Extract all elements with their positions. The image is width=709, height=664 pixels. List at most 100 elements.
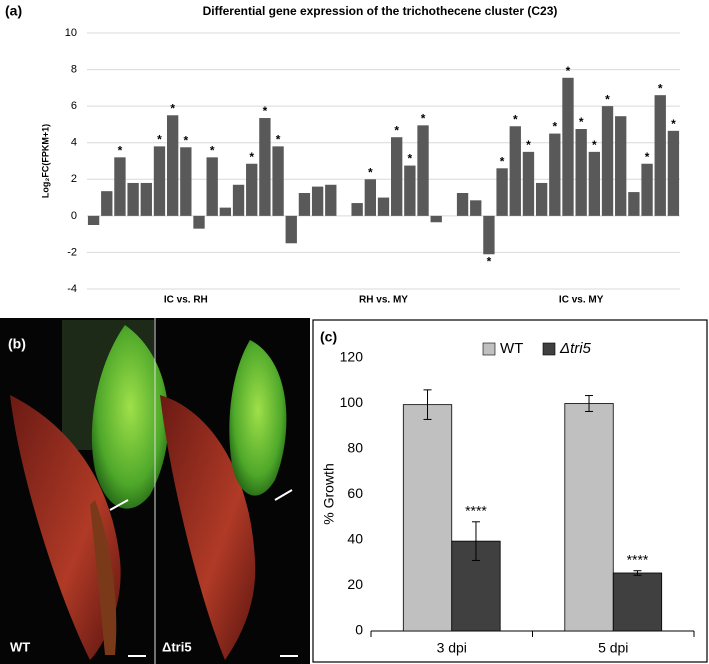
significance-mark: * bbox=[605, 92, 610, 106]
bar bbox=[206, 157, 218, 216]
significance-mark: * bbox=[263, 104, 268, 118]
significance-mark: * bbox=[645, 150, 650, 164]
y-tick-label: 100 bbox=[340, 394, 364, 410]
bar bbox=[654, 95, 666, 216]
significance-mark: * bbox=[394, 123, 399, 137]
floret bbox=[91, 325, 169, 509]
legend-label: WT bbox=[500, 340, 523, 357]
y-tick-label: 120 bbox=[340, 349, 364, 365]
significance-mark: * bbox=[170, 101, 175, 115]
bar bbox=[470, 200, 482, 216]
legend-swatch bbox=[542, 342, 556, 356]
significance-mark: * bbox=[276, 133, 281, 147]
bar bbox=[193, 215, 205, 229]
bar bbox=[549, 133, 561, 216]
bar bbox=[114, 157, 126, 216]
bar bbox=[417, 125, 429, 216]
bar bbox=[246, 163, 258, 216]
y-tick-label: 6 bbox=[71, 100, 77, 112]
legend-label: Δtri5 bbox=[559, 340, 592, 357]
bar bbox=[285, 215, 297, 244]
significance-mark: * bbox=[157, 133, 162, 147]
bar bbox=[601, 106, 614, 216]
significance-mark: * bbox=[118, 144, 123, 158]
bar bbox=[298, 193, 311, 216]
bar bbox=[522, 151, 535, 216]
bar bbox=[564, 403, 614, 632]
bar bbox=[166, 115, 179, 216]
x-tick-label: RH vs. MY bbox=[359, 295, 408, 306]
bar bbox=[219, 207, 232, 216]
bar bbox=[575, 129, 587, 216]
significance-mark: * bbox=[183, 133, 188, 147]
arrow bbox=[109, 499, 129, 511]
bar bbox=[588, 151, 601, 216]
y-tick-label: 0 bbox=[355, 622, 363, 638]
significance-mark: * bbox=[408, 152, 413, 166]
panel-label: (a) bbox=[5, 3, 22, 19]
significance-mark: * bbox=[552, 120, 557, 134]
y-tick-label: 40 bbox=[347, 531, 363, 547]
bar bbox=[232, 184, 245, 216]
y-tick-label: 2 bbox=[71, 173, 77, 185]
y-tick-label: 20 bbox=[347, 576, 363, 592]
bar bbox=[496, 168, 508, 216]
significance-mark: * bbox=[579, 115, 584, 129]
bar bbox=[259, 118, 271, 216]
bar bbox=[667, 130, 680, 216]
bar bbox=[87, 215, 100, 225]
significance-mark: * bbox=[500, 154, 505, 168]
stem bbox=[90, 500, 117, 655]
chart-title: Differential gene expression of the tric… bbox=[203, 4, 558, 18]
glume bbox=[160, 395, 256, 660]
significance-mark: * bbox=[671, 117, 676, 131]
significance-mark: * bbox=[592, 138, 597, 152]
bar bbox=[641, 163, 653, 216]
bar bbox=[140, 182, 152, 216]
bar bbox=[404, 165, 416, 216]
significance-label: **** bbox=[627, 551, 649, 567]
significance-mark: * bbox=[210, 144, 215, 158]
legend-swatch bbox=[482, 342, 496, 356]
bar bbox=[483, 215, 495, 255]
significance-mark: * bbox=[487, 254, 492, 268]
bar bbox=[377, 197, 390, 216]
photo-label: Δtri5 bbox=[162, 639, 192, 654]
bar bbox=[101, 191, 113, 216]
bar bbox=[430, 215, 442, 223]
y-axis-label: % Growth bbox=[321, 463, 337, 524]
bar bbox=[509, 126, 521, 216]
y-tick-label: 4 bbox=[71, 137, 77, 149]
bar bbox=[612, 572, 663, 632]
bar bbox=[127, 182, 139, 216]
y-tick-label: 8 bbox=[71, 63, 77, 75]
x-tick-label: 5 dpi bbox=[598, 640, 628, 656]
bar bbox=[153, 146, 166, 216]
bar bbox=[456, 193, 469, 216]
y-tick-label: -2 bbox=[67, 246, 77, 258]
bar bbox=[402, 404, 453, 632]
photo-panel: (b) WT Δtri5 bbox=[0, 318, 310, 664]
significance-label: **** bbox=[465, 503, 487, 519]
y-tick-label: 60 bbox=[347, 485, 363, 501]
y-tick-label: -4 bbox=[67, 283, 77, 295]
floret bbox=[229, 340, 287, 496]
significance-mark: * bbox=[421, 112, 426, 126]
panel-label: (c) bbox=[320, 329, 337, 345]
bar bbox=[535, 182, 548, 216]
x-tick-label: 3 dpi bbox=[437, 640, 467, 656]
significance-mark: * bbox=[249, 150, 254, 164]
y-tick-label: 10 bbox=[65, 27, 77, 39]
arrow bbox=[274, 489, 293, 501]
panel-label: (b) bbox=[8, 336, 26, 352]
bar bbox=[364, 179, 376, 216]
bar bbox=[351, 203, 363, 216]
significance-mark: * bbox=[566, 64, 571, 78]
bar bbox=[311, 186, 324, 216]
bar bbox=[391, 137, 403, 216]
y-axis-label: Log₂FC(FPKM+1) bbox=[40, 124, 50, 198]
x-tick-label: IC vs. MY bbox=[559, 295, 604, 306]
bar bbox=[615, 116, 627, 216]
significance-mark: * bbox=[513, 112, 518, 126]
